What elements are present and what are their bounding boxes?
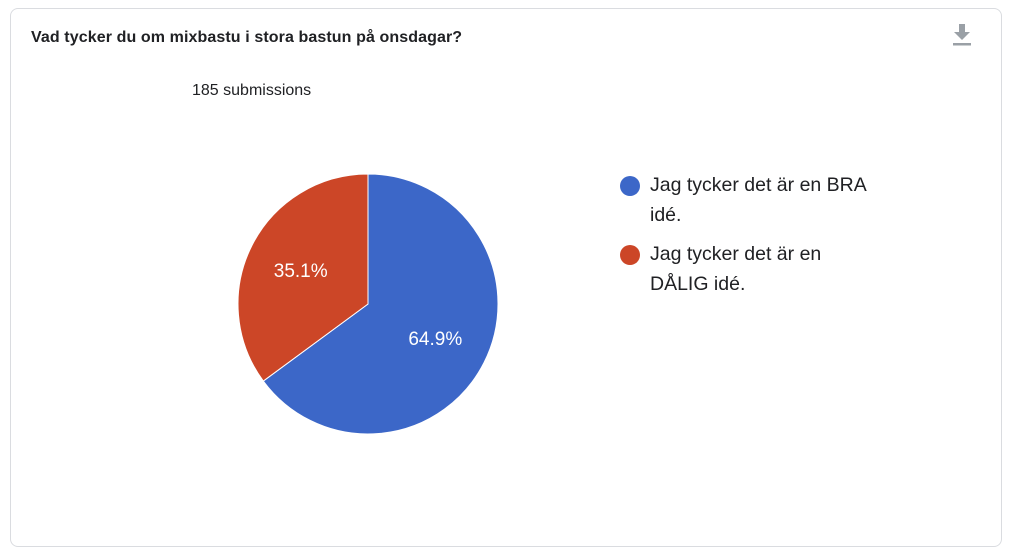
legend-item-1[interactable]: Jag tycker det är en BRA idé. (620, 173, 870, 230)
pie-slice-2[interactable] (237, 173, 369, 382)
legend-item-2[interactable]: Jag tycker det är en DÅLIG idé. (620, 242, 870, 299)
chart-card (10, 8, 1002, 547)
question-title: Vad tycker du om mixbastu i stora bastun… (31, 29, 463, 46)
legend-label: Jag tycker det är en DÅLIG idé. (650, 243, 822, 295)
legend-swatch (620, 245, 640, 265)
submission-count: 185 submissions (192, 82, 312, 99)
pie-slice-1[interactable] (262, 173, 499, 435)
legend-label: Jag tycker det är en BRA idé. (650, 174, 866, 226)
chart-legend: Jag tycker det är en BRA idé. Jag tycker … (620, 173, 870, 311)
download-icon[interactable] (951, 22, 973, 48)
slice-label-2: 35.1% (274, 261, 328, 282)
slice-label-1: 64.9% (408, 329, 462, 350)
legend-swatch (620, 176, 640, 196)
